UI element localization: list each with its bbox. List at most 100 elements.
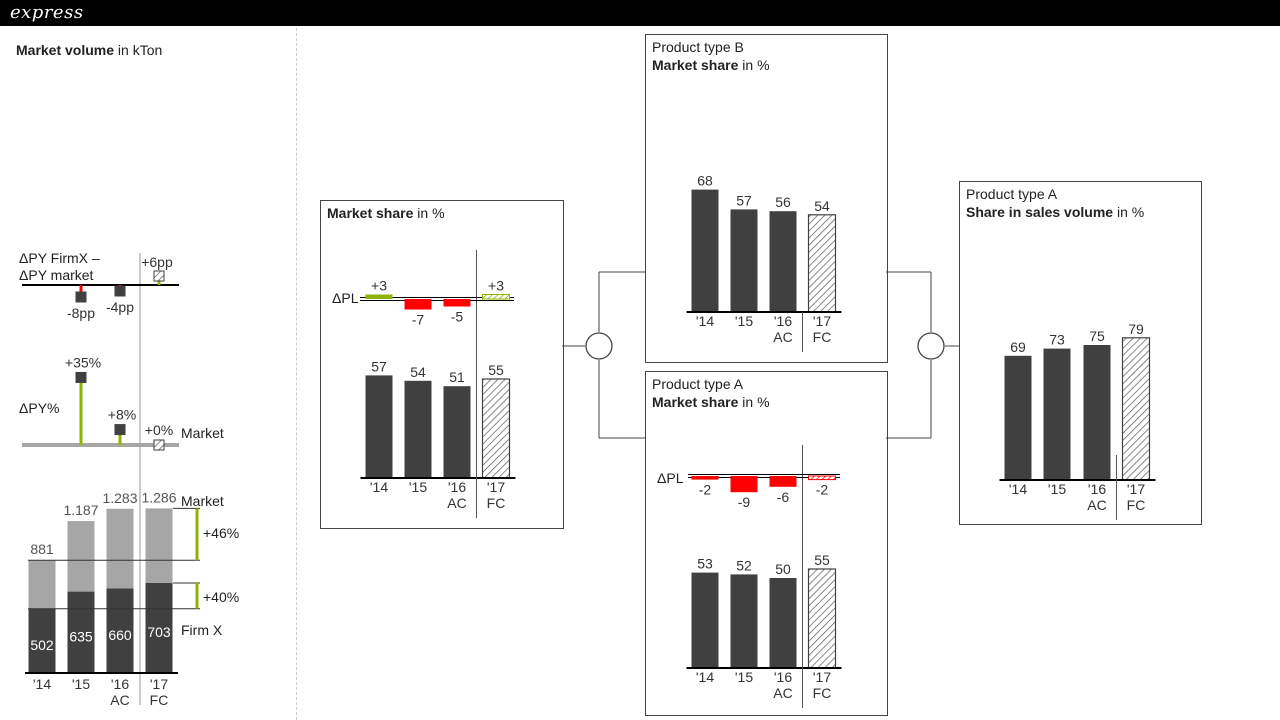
firm-volume-bar [106,588,134,673]
sales-share-tick-label: '15 [1048,481,1066,497]
product-a-tick-sublabel: AC [773,685,792,701]
firm-volume-value-label: 660 [108,627,132,643]
sales-share-tick-label: '16 [1088,481,1106,497]
sales-share-subtitle-unit: in % [1113,204,1145,220]
product-a-delta-label: -6 [777,489,790,505]
market-share-delta-bar [365,294,393,299]
product-a-tick-label: '14 [696,669,714,685]
sales-share-bar [1083,345,1111,480]
market-share-title-bold: Market share [327,205,414,221]
connectors [562,271,959,439]
market-share-value-label: 57 [371,358,387,374]
sales-share-tick-label: '17 [1127,481,1145,497]
product-a-value-label: 53 [697,556,713,572]
product-b-value-label: 68 [697,173,713,189]
product-a-panel: Product type A Market share in % [645,371,888,716]
delta-pct-market-label: Market [181,425,224,441]
product-a-subtitle-bold: Market share [652,394,739,410]
market-share-bar [365,375,393,478]
market-volume-tick-label: '14 [33,676,51,692]
product-b-tick-sublabel: FC [813,329,832,345]
product-b-tick-label: '17 [813,313,831,329]
product-a-delta-label: -9 [738,494,751,510]
sales-share-value-label: 73 [1049,332,1065,348]
market-share-bar [404,380,432,478]
panel-divider [296,28,297,720]
market-share-tick-sublabel: FC [487,495,506,511]
firm-volume-bar [28,608,56,673]
market-share-tick-sublabel: AC [447,495,466,511]
market-volume-tick-label: '15 [72,676,90,692]
market-volume-title-unit: in kTon [114,42,163,58]
delta-pp-marker [114,285,126,297]
delta-pp-marker [75,291,87,303]
delta-pp-value-label: +6pp [141,254,173,270]
market-share-title: Market share in % [327,205,445,221]
delta-pp-value-label: -4pp [106,299,134,315]
delta-pct-marker [153,439,165,451]
product-a-tick-sublabel: FC [813,685,832,701]
product-a-delta-label: -2 [699,482,712,498]
market-volume-title: Market volume in kTon [16,42,162,58]
sales-share-title: Product type A [966,186,1058,202]
sales-share-panel: Product type A Share in sales volume in … [959,181,1202,525]
product-a-delta-bar [691,476,719,480]
market-volume-value-label: 1.187 [63,502,98,518]
operator-circle [585,332,613,360]
market-share-title-unit: in % [413,205,445,221]
product-a-title: Product type A [652,376,744,392]
product-b-tick-label: '16 [774,313,792,329]
product-a-delta-bar [730,476,758,493]
top-bar: express [0,0,1280,26]
market-share-tick-label: '15 [409,479,427,495]
firm-volume-bar [145,583,173,673]
product-a-tick-label: '17 [813,669,831,685]
product-a-bar [691,572,719,668]
product-a-subtitle: Market share in % [652,394,770,410]
product-a-bar [730,574,758,668]
product-a-bar [769,578,797,668]
product-b-bar [769,211,797,312]
delta-pp-marker [153,270,165,282]
delta-pp-value-label: -8pp [67,305,95,321]
product-a-value-label: 50 [775,561,791,577]
delta-pp-label-2: ΔPY market [19,267,94,283]
product-a-subtitle-unit: in % [738,394,770,410]
product-a-tick-label: '15 [735,669,753,685]
market-share-tick-label: '17 [487,479,505,495]
firm-volume-value-label: 703 [147,624,171,640]
delta-pct-value-label: +0% [145,422,173,438]
delta-pp-label-1: ΔPY FirmX – [19,250,100,266]
product-b-tick-label: '15 [735,313,753,329]
product-a-delta-bar [769,476,797,487]
market-share-tick-label: '16 [448,479,466,495]
sales-share-value-label: 69 [1010,339,1026,355]
market-share-delta-label: ΔPL [332,290,359,306]
product-a-bar [807,568,837,669]
growth-firm-label: +40% [203,589,240,605]
product-b-bar [730,209,758,312]
sales-share-tick-sublabel: FC [1127,497,1146,513]
market-share-tick-label: '14 [370,479,388,495]
product-a-delta-bar [808,475,836,481]
product-b-value-label: 56 [775,194,791,210]
sales-share-bar [1043,348,1071,480]
sales-share-bar [1004,355,1032,480]
delta-pct-marker [75,371,87,383]
product-a-delta-label: -2 [816,482,829,498]
firm-volume-value-label: 502 [30,637,54,653]
market-share-delta-bar [404,299,432,310]
delta-pct-marker [114,424,126,436]
market-volume-tick-sublabel: AC [110,692,129,708]
product-b-title: Product type B [652,39,744,55]
operator-circle [917,332,945,360]
market-share-bar [443,386,471,478]
sales-share-tick-sublabel: AC [1087,497,1106,513]
delta-pct-label: ΔPY% [19,400,60,416]
express-logo: express [10,2,84,23]
product-a-delta-label: ΔPL [657,470,684,486]
market-volume-tick-label: '17 [150,676,168,692]
product-b-subtitle-unit: in % [738,57,770,73]
product-b-value-label: 54 [814,198,830,214]
